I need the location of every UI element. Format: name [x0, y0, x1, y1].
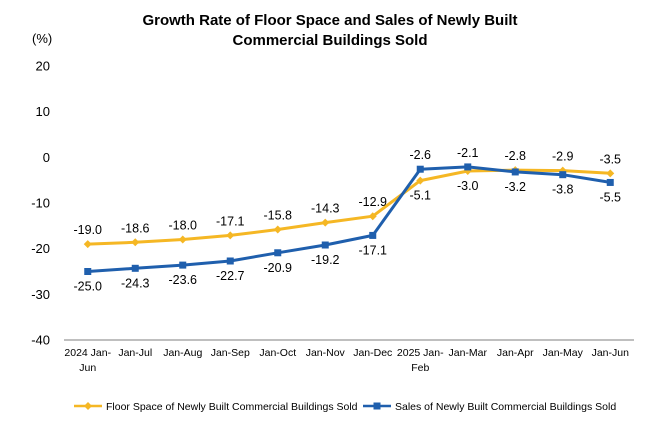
data-point	[416, 165, 424, 173]
data-point	[369, 231, 377, 239]
series-layer	[83, 163, 615, 275]
data-label: -3.0	[457, 179, 479, 193]
data-point	[179, 261, 187, 269]
data-label: -3.5	[599, 152, 621, 166]
data-label: -15.8	[264, 208, 293, 222]
y-tick-label: -30	[31, 287, 50, 302]
data-point	[559, 171, 567, 179]
series-line-0	[86, 168, 612, 246]
y-tick-label: 20	[36, 59, 50, 74]
data-point	[368, 212, 377, 221]
data-point	[83, 240, 92, 249]
data-label: -20.9	[264, 261, 293, 275]
data-label: -19.0	[74, 223, 103, 237]
legend-swatch-marker	[373, 402, 381, 410]
x-tick-label: Jan-Nov	[306, 347, 346, 359]
y-tick-label: -40	[31, 333, 50, 348]
data-label: -19.2	[311, 253, 340, 267]
data-point	[131, 264, 139, 272]
x-tick-label: Jun	[79, 362, 96, 374]
data-point	[84, 268, 92, 275]
data-label: -14.3	[311, 202, 340, 216]
x-tick-label: Feb	[411, 362, 429, 374]
data-point	[274, 249, 282, 257]
data-label: -3.8	[552, 183, 574, 197]
y-axis: 20 10 0 -10 -20 -30 -40	[31, 59, 50, 348]
y-tick-label: -10	[31, 196, 50, 211]
data-label: -5.5	[599, 190, 621, 204]
data-point	[606, 178, 614, 186]
series-line-1	[86, 165, 612, 273]
data-label: -12.9	[359, 195, 388, 209]
data-point	[464, 163, 472, 171]
data-point	[606, 169, 615, 178]
data-point	[416, 176, 425, 185]
x-tick-label: 2024 Jan-	[64, 347, 111, 359]
data-label: -18.0	[169, 219, 198, 233]
data-point	[511, 168, 519, 176]
x-tick-label: Jan-Jun	[592, 347, 630, 359]
y-tick-label: 0	[43, 150, 50, 165]
chart-title-line-1: Growth Rate of Floor Space and Sales of …	[142, 12, 517, 29]
data-label: -5.1	[409, 189, 431, 203]
data-point	[131, 238, 140, 247]
x-tick-label: 2025 Jan-	[397, 347, 444, 359]
data-label: -2.9	[552, 150, 574, 164]
x-tick-label: Jan-May	[543, 347, 584, 359]
data-point	[273, 225, 282, 234]
x-tick-label: Jan-Jul	[118, 347, 152, 359]
x-tick-label: Jan-Aug	[163, 347, 202, 359]
legend-swatch-marker	[84, 402, 92, 410]
y-tick-label: -20	[31, 241, 50, 256]
data-label: -3.2	[504, 180, 526, 194]
legend-entry: Floor Space of Newly Built Commercial Bu…	[106, 401, 358, 413]
chart-title-line-2: Commercial Buildings Sold	[232, 32, 427, 49]
x-tick-label: Jan-Oct	[259, 347, 296, 359]
data-point	[226, 257, 234, 265]
x-axis: 2024 Jan- Jun Jan-Jul Jan-Aug Jan-Sep Jan-Oct…	[64, 339, 634, 374]
data-point	[321, 241, 329, 249]
x-tick-label: Jan-Apr	[497, 347, 534, 359]
data-labels: -19.0 -18.6 -18.0 -17.1 -15.8 -14.3 -12.9 -5.1 -…	[74, 146, 622, 294]
data-label: -24.3	[121, 276, 150, 290]
data-label: -17.1	[216, 214, 245, 228]
data-point	[226, 231, 235, 240]
data-label: -2.1	[457, 146, 479, 160]
data-point	[321, 218, 330, 227]
data-point	[178, 235, 187, 244]
y-axis-unit-label: (%)	[32, 31, 52, 46]
data-label: -2.6	[409, 148, 431, 162]
data-label: -17.1	[359, 243, 388, 257]
data-label: -2.8	[504, 149, 526, 163]
x-tick-label: Jan-Sep	[211, 347, 250, 359]
legend: Floor Space of Newly Built Commercial Bu…	[74, 401, 616, 413]
x-tick-label: Jan-Dec	[353, 347, 392, 359]
data-label: -25.0	[74, 280, 103, 294]
data-label: -18.6	[121, 221, 150, 235]
x-tick-label: Jan-Mar	[448, 347, 487, 359]
data-label: -23.6	[169, 273, 198, 287]
y-tick-label: 10	[36, 104, 50, 119]
data-label: -22.7	[216, 269, 245, 283]
legend-entry: Sales of Newly Built Commercial Building…	[395, 401, 616, 413]
